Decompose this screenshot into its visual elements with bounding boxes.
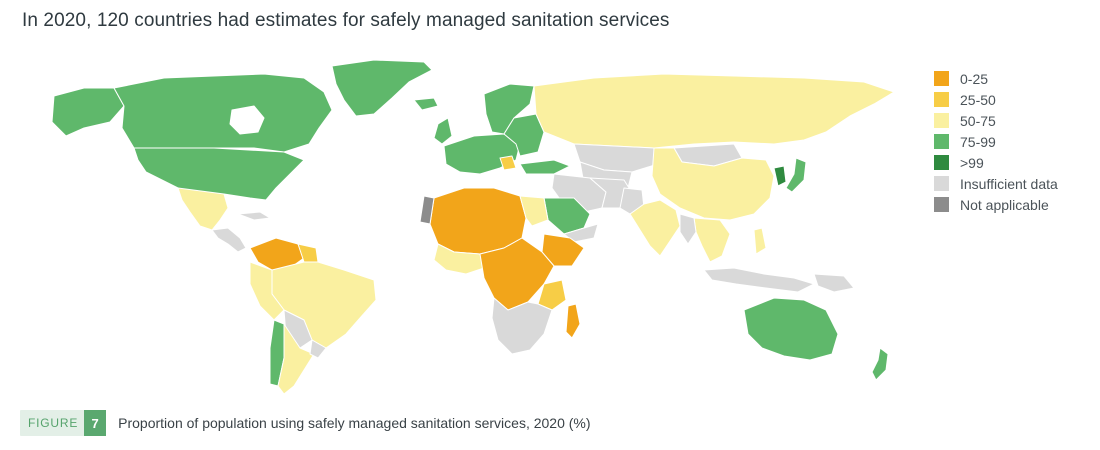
- legend-swatch-25-50: [934, 92, 949, 107]
- legend-label: 75-99: [960, 133, 996, 150]
- region-morocco: [419, 195, 435, 225]
- world-map: [14, 48, 914, 396]
- legend-swatch-not-applicable: [934, 197, 949, 212]
- figure-badge: FIGURE 7: [20, 410, 107, 436]
- region-turkey: [519, 159, 571, 175]
- legend-swatch-0-25: [934, 71, 949, 86]
- legend: 0-25 25-50 50-75 75-99 >99 Insufficient …: [934, 68, 1058, 215]
- region-indonesia: [703, 267, 815, 293]
- region-india: [629, 199, 681, 257]
- legend-item: Not applicable: [934, 194, 1058, 215]
- region-mexico: [177, 187, 229, 231]
- caption-text: Proportion of population using safely ma…: [118, 415, 591, 431]
- world-map-svg: [51, 59, 895, 395]
- region-alaska: [51, 87, 125, 137]
- legend-label: Not applicable: [960, 196, 1049, 213]
- region-west-africa: [433, 243, 485, 275]
- chart-title: In 2020, 120 countries had estimates for…: [22, 10, 670, 31]
- region-madagascar: [565, 303, 581, 339]
- legend-item: 50-75: [934, 110, 1058, 131]
- region-peru: [249, 261, 285, 321]
- region-uruguay: [309, 339, 327, 359]
- region-venezuela: [249, 237, 305, 271]
- figure-number: 7: [84, 410, 107, 436]
- region-china: [651, 147, 775, 221]
- legend-label: Insufficient data: [960, 175, 1058, 192]
- region-philippines: [753, 227, 767, 255]
- legend-label: 0-25: [960, 70, 989, 87]
- region-greenland: [331, 59, 433, 117]
- region-canada: [113, 73, 333, 153]
- legend-swatch-gt99: [934, 155, 949, 170]
- legend-item: 75-99: [934, 131, 1058, 152]
- legend-swatch-insufficient: [934, 176, 949, 191]
- legend-item: 0-25: [934, 68, 1058, 89]
- legend-label: 50-75: [960, 112, 996, 129]
- region-australia: [743, 297, 839, 361]
- region-png: [813, 273, 855, 293]
- region-uk: [433, 117, 453, 145]
- region-russia: [533, 73, 895, 149]
- legend-label: >99: [960, 154, 984, 171]
- region-japan: [785, 157, 807, 193]
- region-southern-africa: [491, 297, 553, 355]
- region-east-africa: [537, 279, 567, 311]
- legend-item: Insufficient data: [934, 173, 1058, 194]
- legend-item: 25-50: [934, 89, 1058, 110]
- region-iceland: [413, 97, 439, 111]
- region-new-zealand: [871, 347, 889, 381]
- legend-swatch-50-75: [934, 113, 949, 128]
- region-central-america: [211, 227, 247, 253]
- region-korea: [773, 165, 787, 187]
- region-balkans: [499, 155, 517, 171]
- region-hudson-bay: [229, 105, 265, 135]
- region-southeast-asia: [693, 217, 731, 263]
- region-usa: [133, 147, 305, 201]
- legend-swatch-75-99: [934, 134, 949, 149]
- figure-word: FIGURE: [28, 416, 79, 430]
- legend-item: >99: [934, 152, 1058, 173]
- region-caribbean: [237, 211, 271, 221]
- figure-caption: FIGURE 7 Proportion of population using …: [20, 410, 591, 436]
- region-indochina: [679, 213, 697, 245]
- region-egypt: [519, 195, 549, 227]
- region-argentina: [277, 323, 315, 395]
- legend-label: 25-50: [960, 91, 996, 108]
